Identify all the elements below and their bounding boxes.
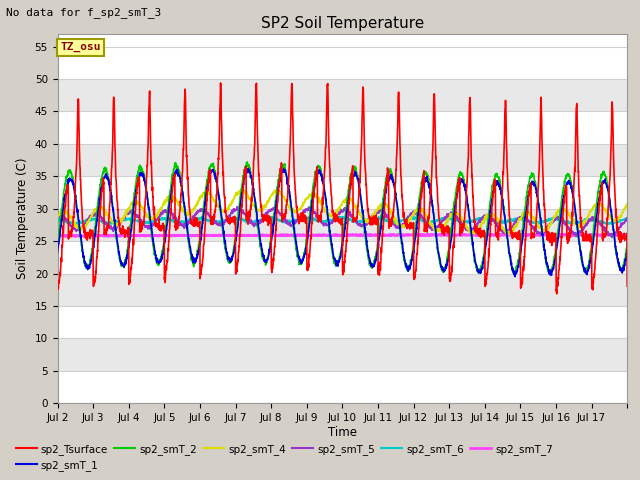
Bar [58,274,627,306]
sp2_smT_5 [234,204,241,210]
sp2_smT_6 [301,214,308,219]
Line: sp2_smT_6: sp2_smT_6 [58,216,627,225]
sp2_smT_7 [377,232,385,238]
Bar [58,144,627,176]
sp2_smT_7 [111,233,118,239]
sp2_Tsurface [616,234,623,240]
sp2_smT_7 [562,231,570,237]
Text: No data for f_sp2_smT_3: No data for f_sp2_smT_3 [6,7,162,18]
sp2_smT_5 [616,225,623,230]
sp2_smT_1 [547,267,554,273]
sp2_smT_5 [54,213,61,218]
Bar [58,79,627,111]
sp2_smT_4 [111,218,118,224]
Text: TZ_osu: TZ_osu [60,42,101,52]
sp2_smT_6 [623,216,631,222]
sp2_smT_4 [238,187,246,192]
sp2_smT_2 [511,271,518,276]
sp2_Tsurface [515,232,522,238]
sp2_smT_1 [244,166,252,171]
sp2_Tsurface [217,80,225,86]
sp2_smT_6 [547,216,554,222]
sp2_smT_5 [111,226,118,232]
sp2_smT_6 [616,219,623,225]
sp2_smT_4 [547,221,554,227]
sp2_smT_4 [234,191,241,196]
sp2_smT_7 [81,234,89,240]
Bar [58,338,627,371]
sp2_smT_6 [54,217,61,223]
sp2_smT_1 [616,264,623,269]
sp2_Tsurface [54,286,61,291]
Line: sp2_smT_7: sp2_smT_7 [58,234,627,237]
sp2_smT_7 [54,234,61,240]
sp2_smT_2 [377,215,385,221]
sp2_smT_2 [111,220,118,226]
sp2_smT_6 [111,219,118,225]
Title: SP2 Soil Temperature: SP2 Soil Temperature [260,16,424,31]
sp2_smT_7 [547,232,554,238]
sp2_smT_6 [234,215,241,220]
sp2_smT_7 [623,232,631,238]
sp2_smT_5 [608,235,616,240]
sp2_smT_2 [243,159,251,165]
sp2_smT_1 [623,248,631,254]
Line: sp2_smT_5: sp2_smT_5 [58,207,627,238]
sp2_smT_4 [623,200,631,206]
sp2_smT_5 [547,220,554,226]
sp2_Tsurface [547,235,554,241]
Legend: sp2_Tsurface, sp2_smT_1, sp2_smT_2, sp2_smT_4, sp2_smT_5, sp2_smT_6, sp2_smT_7: sp2_Tsurface, sp2_smT_1, sp2_smT_2, sp2_… [12,439,557,475]
sp2_smT_7 [616,232,623,238]
Line: sp2_smT_2: sp2_smT_2 [58,162,627,274]
sp2_smT_6 [515,216,522,222]
sp2_smT_1 [234,227,241,232]
sp2_Tsurface [234,257,241,263]
sp2_Tsurface [553,291,561,297]
sp2_smT_4 [616,214,623,219]
sp2_smT_1 [515,264,522,270]
sp2_smT_1 [511,274,519,279]
sp2_smT_7 [515,232,522,238]
sp2_smT_2 [623,241,631,247]
sp2_smT_1 [54,249,61,255]
Line: sp2_Tsurface: sp2_Tsurface [58,83,627,294]
sp2_smT_5 [234,205,241,211]
sp2_smT_1 [377,226,385,232]
Line: sp2_smT_1: sp2_smT_1 [58,168,627,276]
sp2_smT_4 [377,202,385,208]
sp2_smT_1 [111,218,118,224]
sp2_smT_2 [234,220,241,226]
sp2_smT_4 [505,232,513,238]
sp2_smT_2 [54,241,61,247]
sp2_smT_4 [54,213,61,218]
X-axis label: Time: Time [328,426,357,439]
Bar [58,209,627,241]
sp2_smT_2 [547,268,554,274]
sp2_smT_5 [623,216,631,222]
sp2_Tsurface [623,283,631,289]
sp2_smT_6 [377,215,385,220]
sp2_smT_5 [377,207,385,213]
sp2_smT_7 [234,232,241,238]
sp2_smT_2 [515,257,522,263]
sp2_Tsurface [111,118,118,123]
sp2_Tsurface [377,259,385,264]
sp2_smT_5 [515,216,522,222]
sp2_smT_2 [616,264,623,270]
Line: sp2_smT_4: sp2_smT_4 [58,190,627,235]
sp2_smT_4 [515,220,522,226]
Y-axis label: Soil Temperature (C): Soil Temperature (C) [16,157,29,279]
sp2_smT_6 [70,222,77,228]
